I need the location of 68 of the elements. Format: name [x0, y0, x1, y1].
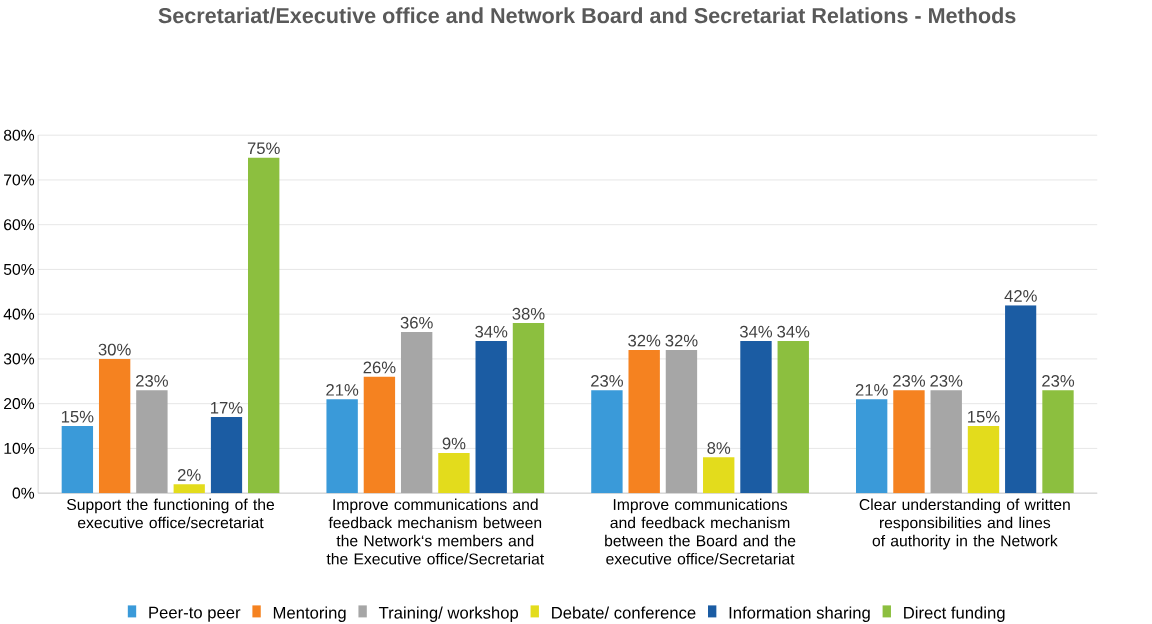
y-tick-label: 40% [3, 308, 35, 320]
data-label: 26% [363, 361, 396, 374]
chart-title: Secretariat/Executive office and Network Board and Secretariat Relations - Methods [158, 7, 1016, 24]
bar [1042, 390, 1074, 494]
legend-label: Peer-to peer [149, 606, 241, 622]
bar [740, 341, 772, 494]
x-tick-label: Clear understanding of written responsibilities and lines of authority in the Network [859, 498, 1070, 550]
y-tick-label: 10% [4, 442, 35, 454]
legend-label: Training/ workshop [378, 606, 519, 623]
bar [665, 350, 698, 494]
legend-label: Mentoring [273, 606, 346, 623]
data-label: 21% [326, 384, 359, 396]
bar [930, 390, 962, 494]
data-label: 30% [98, 343, 131, 356]
bar [628, 350, 660, 494]
bar [967, 426, 1000, 494]
data-label: 34% [777, 325, 810, 338]
bar [591, 390, 623, 494]
bar [136, 390, 168, 494]
bar [893, 390, 925, 494]
y-tick-label: 70% [4, 174, 35, 186]
data-label: 38% [512, 307, 545, 320]
data-label: 21% [855, 384, 888, 396]
y-tick-label: 80% [3, 129, 35, 141]
bar [1005, 305, 1037, 494]
legend-label: Direct funding [904, 606, 1005, 623]
y-tick-label: 50% [3, 263, 35, 276]
data-label: 34% [475, 325, 508, 338]
bar [512, 323, 545, 494]
bar [777, 341, 809, 494]
data-label: 15% [61, 410, 94, 423]
x-tick-label: Improve communications and feedback mechanism between the Network‘s members and the Executive office/Secretariat [326, 498, 545, 565]
bar [703, 457, 735, 494]
legend-label: Information sharing [729, 606, 870, 623]
data-label: 36% [400, 316, 433, 329]
data-label: 75% [247, 142, 280, 155]
data-label: 23% [930, 375, 963, 387]
data-label: 23% [1042, 375, 1075, 387]
data-label: 2% [177, 469, 201, 481]
y-tick-label: 20% [4, 398, 35, 410]
data-label: 32% [628, 334, 661, 347]
bar [98, 358, 131, 494]
data-label: 23% [591, 375, 623, 387]
bar [248, 157, 280, 494]
data-label: 42% [1004, 290, 1037, 302]
y-tick-label: 60% [4, 219, 35, 231]
x-tick-label: Improve communications and feedback mechanism between the Board and the executive office/Secretariat [605, 498, 796, 565]
bar [438, 452, 470, 494]
bar [363, 376, 396, 494]
bar [475, 341, 507, 494]
bar [61, 426, 94, 494]
bar [856, 399, 888, 494]
legend-label: Debate/ conference [552, 606, 696, 619]
data-label: 32% [665, 334, 698, 347]
bar [210, 417, 243, 494]
data-label: 23% [893, 375, 926, 387]
bar [173, 484, 205, 494]
bar [326, 399, 358, 494]
data-label: 15% [968, 410, 1000, 423]
data-label: 9% [442, 437, 466, 450]
data-label: 8% [707, 442, 731, 454]
data-label: 23% [136, 375, 168, 387]
data-label: 34% [739, 325, 773, 338]
y-tick-label: 30% [3, 353, 35, 365]
bar [400, 332, 433, 494]
y-tick-label: 0% [12, 487, 35, 499]
data-label: 17% [211, 402, 243, 414]
x-tick-label: Support the functioning of the executive office/secretariat [66, 498, 275, 529]
